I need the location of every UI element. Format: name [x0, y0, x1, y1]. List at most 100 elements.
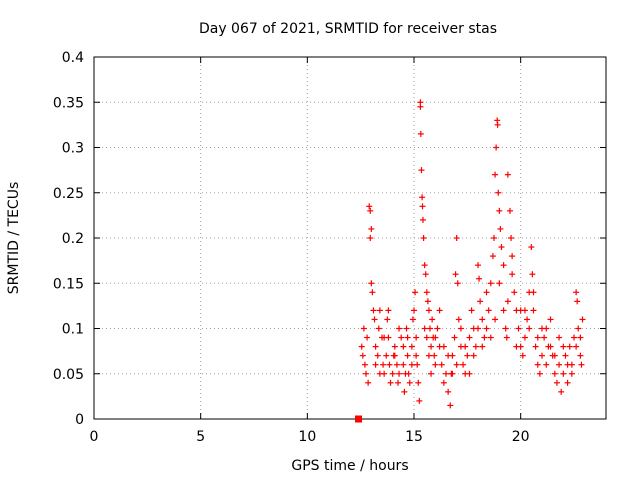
- data-point: [500, 262, 507, 269]
- data-point: [423, 289, 430, 296]
- data-point: [368, 225, 375, 232]
- data-point: [411, 307, 417, 314]
- data-point: [427, 325, 433, 332]
- data-point: [404, 352, 411, 359]
- data-point: [438, 361, 445, 368]
- data-points: [355, 99, 586, 423]
- data-point: [395, 379, 401, 386]
- data-point: [434, 325, 441, 332]
- data-point: [372, 343, 379, 350]
- y-axis-label: SRMTID / TECUs: [6, 182, 22, 295]
- data-point: [447, 402, 454, 409]
- data-point: [504, 171, 511, 178]
- data-point: [365, 379, 372, 386]
- data-point: [534, 334, 541, 341]
- data-point: [578, 361, 585, 368]
- y-tick-label: 0.1: [62, 322, 84, 338]
- data-point: [497, 225, 504, 232]
- data-point: [479, 343, 486, 350]
- data-point: [475, 262, 481, 269]
- data-point: [483, 289, 490, 296]
- data-point: [453, 235, 460, 241]
- data-point: [562, 352, 569, 359]
- data-point: [547, 316, 554, 323]
- data-point: [524, 316, 531, 323]
- data-point: [496, 207, 503, 214]
- data-point: [575, 325, 582, 332]
- data-point: [495, 189, 502, 196]
- data-point: [423, 334, 430, 341]
- data-point: [415, 379, 422, 386]
- data-point: [417, 103, 424, 110]
- data-point: [489, 253, 496, 260]
- data-point: [487, 334, 494, 341]
- data-point: [509, 271, 516, 278]
- data-point: [521, 334, 528, 341]
- data-point: [398, 334, 405, 341]
- data-point: [508, 235, 515, 241]
- data-point: [466, 370, 473, 377]
- data-point: [560, 343, 567, 350]
- x-tick-labels: 0 5 10 15 20: [90, 429, 530, 445]
- data-point: [440, 343, 447, 350]
- data-point: [500, 307, 507, 314]
- data-point: [492, 316, 499, 323]
- x-tick-label: 15: [405, 429, 423, 445]
- data-point: [368, 280, 375, 287]
- y-tick-label: 0.35: [53, 95, 84, 111]
- data-point: [539, 325, 545, 332]
- data-point: [573, 343, 580, 350]
- data-point: [483, 325, 490, 332]
- data-point: [502, 325, 509, 332]
- data-point: [475, 325, 481, 332]
- y-tick-label: 0.3: [62, 141, 84, 157]
- data-point: [391, 343, 398, 350]
- x-axis-label: GPS time / hours: [291, 458, 408, 474]
- data-point: [401, 388, 408, 395]
- data-point: [400, 361, 407, 368]
- data-point: [420, 235, 427, 241]
- data-point: [375, 325, 382, 332]
- data-point: [376, 370, 383, 377]
- data-point: [553, 379, 560, 386]
- data-point: [539, 352, 545, 359]
- data-point: [408, 343, 415, 350]
- data-point: [494, 121, 501, 128]
- data-point: [519, 352, 526, 359]
- data-point: [424, 298, 431, 305]
- data-point: [558, 388, 565, 395]
- data-point: [393, 361, 400, 368]
- data-point: [530, 289, 537, 296]
- chart-title: Day 067 of 2021, SRMTID for receiver sta…: [199, 21, 497, 37]
- data-point: [503, 334, 510, 341]
- data-point: [413, 352, 420, 359]
- data-point: [491, 235, 497, 241]
- data-point: [370, 307, 377, 314]
- data-point: [369, 289, 376, 296]
- data-point: [364, 334, 371, 341]
- data-point: [498, 244, 505, 251]
- data-point: [363, 370, 369, 377]
- data-point: [425, 352, 432, 359]
- data-point: [409, 316, 416, 323]
- data-point: [534, 361, 541, 368]
- data-point: [381, 334, 388, 341]
- data-point: [568, 370, 575, 377]
- data-point: [460, 361, 467, 368]
- data-point: [416, 397, 423, 404]
- data-point: [472, 343, 479, 350]
- data-point: [477, 298, 484, 305]
- data-point: [466, 334, 473, 341]
- data-point: [428, 370, 435, 377]
- data-point: [403, 325, 410, 332]
- data-point: [371, 316, 378, 323]
- data-point: [492, 171, 499, 178]
- data-point: [419, 194, 426, 201]
- data-point: [530, 307, 537, 314]
- data-point: [361, 361, 368, 368]
- data-point: [579, 316, 586, 323]
- data-point: [577, 352, 584, 359]
- data-point: [452, 271, 459, 278]
- data-point: [532, 343, 539, 350]
- data-point: [515, 325, 522, 332]
